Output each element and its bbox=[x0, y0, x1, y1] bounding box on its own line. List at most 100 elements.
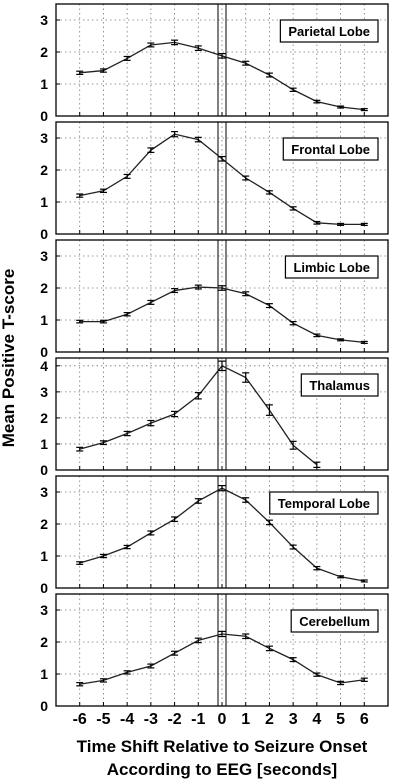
error-bar bbox=[242, 175, 250, 181]
error-bar bbox=[147, 42, 155, 48]
error-bar bbox=[242, 60, 250, 66]
error-bar bbox=[194, 392, 202, 400]
panel-label: Cerebellum bbox=[290, 609, 379, 633]
error-bar bbox=[171, 516, 179, 523]
y-tick-label: 1 bbox=[40, 194, 48, 210]
panel-label-box bbox=[284, 255, 379, 279]
panel-limbic-lobe: 0 1 2 3 Limbic Lobe bbox=[40, 239, 389, 360]
error-bar bbox=[218, 155, 226, 162]
panel-frame bbox=[55, 357, 389, 471]
panel-label: Thalamus bbox=[300, 373, 379, 397]
x-tick-label: -2 bbox=[167, 711, 181, 728]
y-tick-label: 1 bbox=[40, 548, 48, 564]
error-bar bbox=[99, 188, 107, 193]
error-bar bbox=[218, 52, 226, 59]
panels: 0 1 2 3 Parietal Lobe 0 1 2 3 Frontal Lobe 0 1 2 3 Lim… bbox=[40, 3, 389, 714]
panel-label-text: Thalamus bbox=[309, 378, 370, 393]
error-bar bbox=[218, 285, 226, 291]
x-tick-label: 5 bbox=[336, 711, 345, 728]
panel-label: Limbic Lobe bbox=[284, 255, 379, 279]
panel-frame bbox=[55, 121, 389, 235]
y-tick-label: 3 bbox=[40, 130, 48, 146]
x-tick-label: -3 bbox=[144, 711, 158, 728]
error-bar bbox=[123, 670, 131, 675]
error-bar bbox=[313, 672, 321, 677]
y-tick-label: 1 bbox=[40, 436, 48, 452]
y-tick-label: 4 bbox=[40, 358, 48, 374]
y-tick-label: 3 bbox=[40, 248, 48, 264]
x-tick-label: 0 bbox=[218, 711, 227, 728]
x-axis-label-line1: Time Shift Relative to Seizure Onset bbox=[77, 737, 368, 756]
panel-frontal-lobe: 0 1 2 3 Frontal Lobe bbox=[40, 121, 389, 242]
error-bar bbox=[76, 446, 84, 452]
y-tick-label: 2 bbox=[40, 634, 48, 650]
y-axis-label: Mean Positive T-score bbox=[0, 269, 18, 448]
error-bar bbox=[337, 338, 345, 342]
x-tick-label: 1 bbox=[241, 711, 250, 728]
error-bar bbox=[289, 544, 297, 550]
error-bar bbox=[337, 680, 345, 686]
y-tick-label: 1 bbox=[40, 76, 48, 92]
error-bar bbox=[194, 498, 202, 504]
panel-label-text: Frontal Lobe bbox=[291, 142, 370, 157]
error-bar bbox=[360, 579, 368, 583]
y-tick-label: 2 bbox=[40, 516, 48, 532]
error-bar bbox=[242, 291, 250, 297]
error-bar bbox=[313, 220, 321, 225]
panel-label-text: Limbic Lobe bbox=[293, 260, 370, 275]
panel-label-box bbox=[269, 491, 379, 515]
error-bar bbox=[313, 99, 321, 104]
panel-frame bbox=[55, 593, 389, 707]
error-bar bbox=[76, 70, 84, 76]
y-tick-label: 2 bbox=[40, 410, 48, 426]
error-bar bbox=[99, 553, 107, 559]
panel-parietal-lobe: 0 1 2 3 Parietal Lobe bbox=[40, 3, 389, 124]
error-bar bbox=[337, 222, 345, 226]
panel-frame bbox=[55, 239, 389, 353]
panel-label: Frontal Lobe bbox=[282, 137, 379, 161]
error-bar bbox=[171, 410, 179, 418]
panel-label-box bbox=[300, 373, 379, 397]
y-tick-label: 0 bbox=[40, 226, 48, 242]
error-bar bbox=[265, 72, 273, 78]
error-bar bbox=[123, 312, 131, 317]
panel-temporal-lobe: 0 1 2 3 Temporal Lobe bbox=[40, 475, 389, 596]
error-bar bbox=[171, 650, 179, 656]
error-bar bbox=[123, 544, 131, 550]
error-bar bbox=[242, 372, 250, 383]
error-bar bbox=[76, 193, 84, 198]
y-tick-label: 2 bbox=[40, 280, 48, 296]
error-bar bbox=[313, 333, 321, 338]
error-bar bbox=[360, 677, 368, 682]
x-axis-label-line2: According to EEG [seconds] bbox=[107, 760, 337, 779]
error-bar bbox=[313, 565, 321, 571]
panel-label: Parietal Lobe bbox=[279, 19, 379, 43]
error-bar bbox=[194, 284, 202, 290]
error-bar bbox=[147, 419, 155, 427]
y-tick-label: 0 bbox=[40, 580, 48, 596]
y-tick-label: 2 bbox=[40, 162, 48, 178]
error-bar bbox=[265, 190, 273, 195]
panel-label-box bbox=[290, 609, 379, 633]
error-bar bbox=[123, 55, 131, 61]
x-tick-label: -6 bbox=[73, 711, 87, 728]
x-tick-label: 6 bbox=[360, 711, 369, 728]
panel-frame bbox=[55, 3, 389, 117]
y-tick-label: 1 bbox=[40, 666, 48, 682]
error-bar bbox=[337, 105, 345, 109]
error-bar bbox=[99, 440, 107, 446]
panel-frame bbox=[55, 475, 389, 589]
error-bar bbox=[147, 663, 155, 669]
error-bar bbox=[289, 206, 297, 211]
panel-label-text: Parietal Lobe bbox=[288, 24, 370, 39]
error-bar bbox=[171, 131, 179, 138]
error-bar bbox=[313, 461, 321, 468]
x-tick-label: -4 bbox=[120, 711, 134, 728]
error-bar bbox=[265, 645, 273, 652]
error-bar bbox=[360, 222, 368, 226]
error-bar bbox=[337, 575, 345, 579]
error-bar bbox=[99, 678, 107, 683]
error-bar bbox=[218, 485, 226, 492]
panel-label-text: Temporal Lobe bbox=[278, 496, 370, 511]
